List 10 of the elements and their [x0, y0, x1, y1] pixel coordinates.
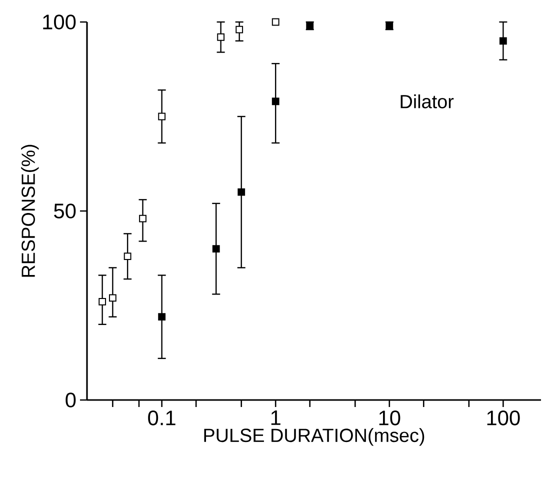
y-tick-label: 50: [54, 204, 76, 218]
x-tick-label: 0.1: [148, 410, 176, 426]
annotation: Dilator: [400, 94, 454, 108]
x-tick-label: 10: [379, 410, 400, 426]
x-tick-label: 1: [271, 410, 280, 425]
y-axis-title: RESPONSE(%): [21, 144, 39, 277]
y-tick-label: 0: [66, 392, 76, 408]
x-tick-label: 100: [487, 410, 520, 426]
x-axis-title: PULSE DURATION(msec): [204, 428, 424, 446]
y-tick-label: 100: [43, 14, 76, 30]
